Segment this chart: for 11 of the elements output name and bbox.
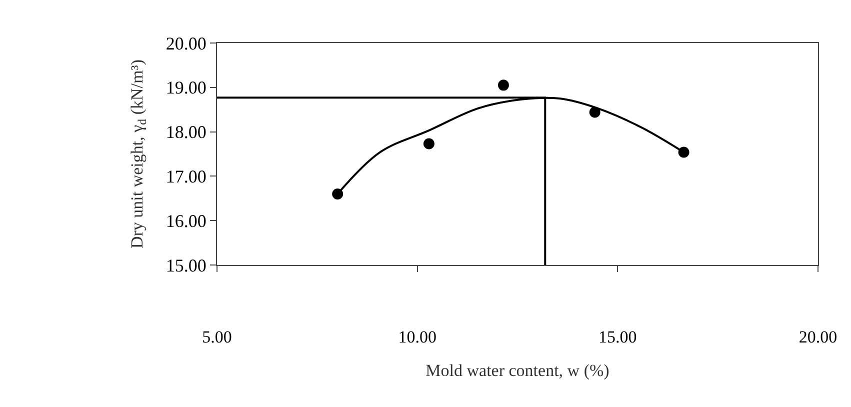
- y-tick-label: 16.00: [166, 210, 206, 231]
- y-tick-label: 20.00: [166, 33, 206, 54]
- x-axis-title: Mold water content, w (%): [426, 360, 610, 380]
- y-tick-label: 15.00: [166, 255, 206, 276]
- y-tick-label: 17.00: [166, 166, 206, 186]
- x-tick-label: 15.00: [598, 327, 637, 346]
- x-tick-label: 20.00: [798, 327, 838, 346]
- y-tick-label: 19.00: [166, 78, 206, 98]
- x-tick-label: 5.00: [202, 327, 232, 346]
- y-tick-label: 18.00: [166, 122, 206, 142]
- x-tick-label: 10.00: [398, 327, 436, 346]
